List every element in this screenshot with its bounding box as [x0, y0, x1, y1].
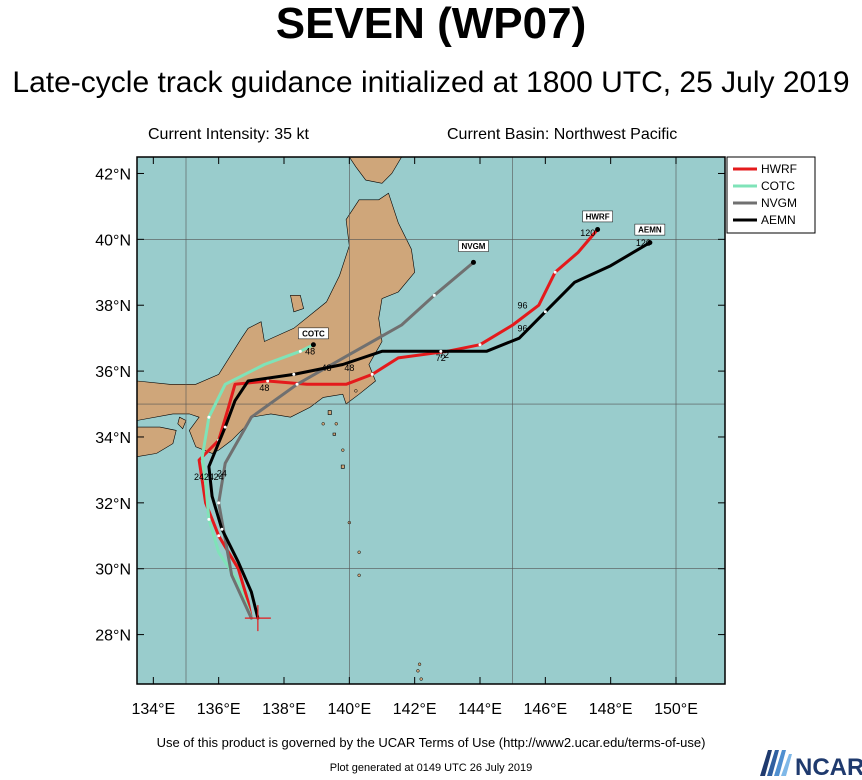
- oshima-island: [327, 410, 332, 415]
- aemn-hour-label: 24: [214, 472, 224, 482]
- small-island: [419, 677, 423, 681]
- aemn-track-point: [223, 425, 227, 429]
- small-island: [321, 422, 325, 426]
- small-island: [357, 573, 361, 577]
- hwrf-hour-label: 48: [259, 383, 269, 393]
- lon-tick-label: 136°E: [197, 701, 241, 718]
- lon-tick-label: 134°E: [131, 701, 175, 718]
- guidance-subtitle: Late-cycle track guidance initialized at…: [12, 66, 850, 99]
- lat-tick-label: 36°N: [95, 364, 131, 381]
- hachijo-island: [340, 464, 345, 469]
- lon-tick-label: 148°E: [589, 701, 633, 718]
- lon-tick-label: 138°E: [262, 701, 306, 718]
- hwrf-model-tag-box: [582, 210, 613, 223]
- lat-tick-label: 28°N: [95, 628, 131, 645]
- lat-tick-label: 32°N: [95, 496, 131, 513]
- small-island: [416, 669, 420, 673]
- lat-lon-grid: [137, 157, 725, 684]
- nvgm-hour-label: 24: [217, 468, 227, 478]
- land-layer: [137, 157, 423, 681]
- current-basin: Current Basin: Northwest Pacific: [447, 126, 678, 143]
- lat-tick-label: 38°N: [95, 298, 131, 315]
- nvgm-track-point: [295, 382, 299, 386]
- hwrf-model-tag: HWRF: [586, 212, 610, 221]
- cotc-track-point: [207, 415, 211, 419]
- cotc-track-point: [207, 517, 211, 521]
- cotc-track-point: [298, 349, 302, 353]
- aemn-track-point: [292, 372, 296, 376]
- aemn-hour-label: 72: [436, 353, 446, 363]
- plot-generated-time: Plot generated at 0149 UTC 26 July 2019: [329, 762, 533, 774]
- hwrf-hour-label: 72: [439, 350, 449, 360]
- aemn-track-point: [220, 527, 224, 531]
- map-frame: [136, 156, 726, 685]
- aemn-model-tag: AEMN: [638, 226, 662, 235]
- nvgm-track-line: [217, 260, 475, 620]
- legend: HWRF COTC NVGM AEMN: [726, 156, 816, 234]
- hwrf-track-point: [370, 372, 374, 376]
- nvgm-track-end: [470, 259, 476, 265]
- aemn-hour-label: 96: [517, 324, 527, 334]
- lat-tick-label: 34°N: [95, 430, 131, 447]
- lon-tick-label: 146°E: [523, 701, 567, 718]
- miyake-island: [332, 432, 336, 436]
- small-island: [417, 662, 422, 666]
- lon-tick-label: 144°E: [458, 701, 502, 718]
- legend-label-nvgm: NVGM: [761, 196, 797, 210]
- lat-tick-label: 40°N: [95, 232, 131, 249]
- hwrf-hour-label: 24: [194, 472, 204, 482]
- lat-tick-label: 30°N: [95, 562, 131, 579]
- hwrf-track-point: [266, 379, 270, 383]
- terms-of-use: Use of this product is governed by the U…: [156, 735, 706, 750]
- nvgm-track-point: [217, 501, 221, 505]
- aemn-track-end: [647, 240, 653, 246]
- hokkaido-land: [348, 157, 402, 184]
- hwrf-track-end: [595, 226, 601, 232]
- aemn-hour-label: 120: [636, 238, 651, 248]
- current-position-marker: [244, 605, 271, 632]
- shikoku-land: [137, 426, 177, 458]
- small-island: [334, 422, 338, 426]
- hwrf-hour-label: 96: [517, 301, 527, 311]
- legend-label-aemn: AEMN: [761, 213, 796, 227]
- cotc-track-end: [310, 342, 316, 348]
- lon-tick-label: 150°E: [654, 701, 698, 718]
- small-island: [357, 550, 361, 554]
- hwrf-track-line: [197, 228, 600, 620]
- hwrf-track-point: [217, 534, 221, 538]
- lat-tick-label: 42°N: [95, 166, 131, 183]
- axis-labels: 28°N 30°N 32°N 34°N 36°N 38°N 40°N 42°N 134°E 136…: [95, 166, 698, 718]
- current-intensity: Current Intensity: 35 kt: [148, 126, 309, 143]
- nvgm-track-point: [432, 293, 436, 297]
- forecast-tracks: 24487296120HWRF2448COTC2448NVGM244872961…: [194, 210, 666, 620]
- cotc-model-tag: COTC: [302, 329, 325, 338]
- lon-tick-label: 140°E: [327, 701, 371, 718]
- hwrf-track-point: [478, 343, 482, 347]
- legend-label-cotc: COTC: [761, 179, 795, 193]
- aemn-model-tag-box: [634, 223, 666, 236]
- small-island: [354, 389, 358, 393]
- aemn-track-point: [543, 310, 547, 314]
- hwrf-hour-label: 120: [580, 228, 595, 238]
- awaji-island: [177, 416, 187, 430]
- lon-tick-label: 142°E: [393, 701, 437, 718]
- cotc-hour-label: 48: [305, 347, 315, 357]
- nvgm-model-tag-box: [458, 240, 489, 252]
- aemn-track-point: [439, 349, 443, 353]
- sado-island: [290, 294, 304, 313]
- legend-label-hwrf: HWRF: [761, 162, 797, 176]
- hwrf-track-point: [553, 270, 557, 274]
- storm-title: SEVEN (WP07): [275, 0, 587, 48]
- ncar-logo-text: NCAR: [795, 754, 862, 780]
- cotc-model-tag-box: [298, 327, 329, 340]
- small-island: [341, 448, 345, 452]
- aemn-hour-label: 48: [344, 363, 354, 373]
- ncar-logo-mark: [760, 750, 792, 776]
- axis-ticks: [137, 157, 725, 684]
- cotc-track-line: [200, 343, 315, 620]
- ncar-logo: NCAR: [760, 750, 862, 780]
- nvgm-model-tag: NVGM: [461, 242, 485, 251]
